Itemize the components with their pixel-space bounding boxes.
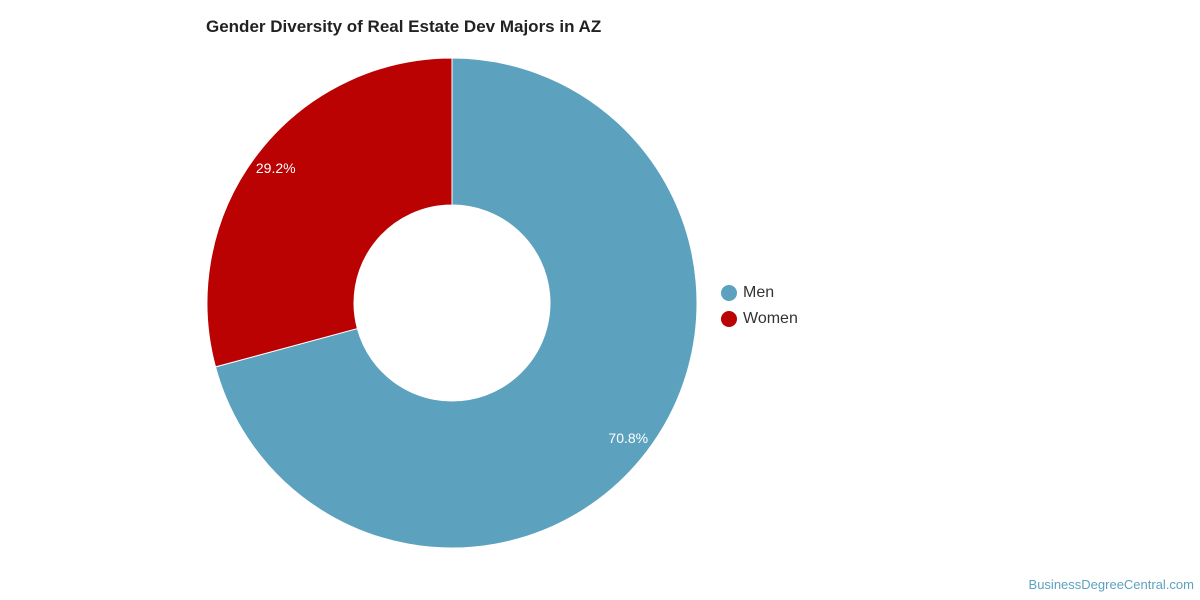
chart-title: Gender Diversity of Real Estate Dev Majo… (206, 17, 602, 36)
slice-women[interactable] (206, 57, 453, 368)
slice-men[interactable] (214, 57, 698, 549)
slice-label-men: 70.8% (608, 430, 648, 446)
legend-item-men[interactable]: Men (721, 280, 798, 306)
legend-label-men: Men (743, 284, 775, 301)
source-credit[interactable]: BusinessDegreeCentral.com (1028, 577, 1194, 592)
legend-swatch-women (721, 311, 737, 327)
legend-item-women[interactable]: Women (721, 306, 798, 332)
legend: Men Women (721, 280, 798, 332)
legend-label-women: Women (743, 310, 798, 327)
slice-label-women: 29.2% (256, 160, 296, 176)
legend-swatch-men (721, 285, 737, 301)
